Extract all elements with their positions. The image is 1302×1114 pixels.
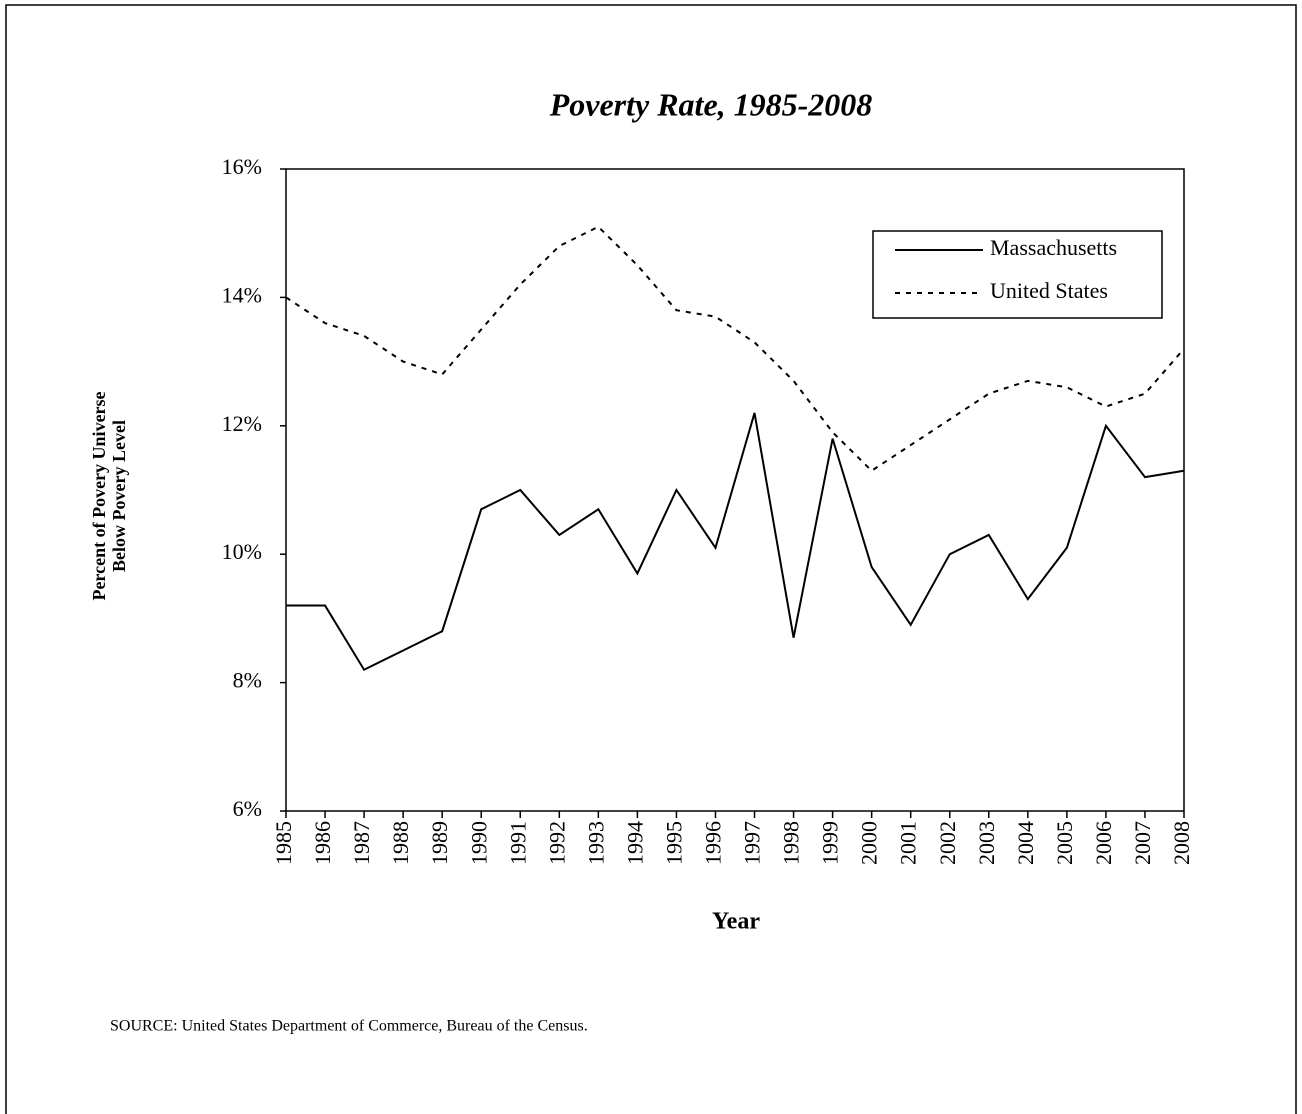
y-axis-title: Percent of Povery Universe Below Povery … (89, 391, 129, 600)
x-tick-label: 1994 (622, 821, 647, 865)
x-tick-label: 1986 (310, 821, 335, 865)
y-axis-title-line: Percent of Povery Universe (89, 391, 109, 600)
x-tick-label: 1998 (779, 821, 804, 865)
legend-label: United States (990, 278, 1108, 303)
x-tick-label: 2004 (1013, 821, 1038, 865)
y-tick-label: 12% (222, 411, 262, 436)
y-axis-title-line: Below Povery Level (109, 420, 129, 572)
x-tick-label: 2003 (974, 821, 999, 865)
x-tick-label: 1993 (583, 821, 608, 865)
chart-title: Poverty Rate, 1985-2008 (549, 86, 873, 122)
x-tick-label: 2002 (935, 821, 960, 865)
x-tick-label: 1996 (701, 821, 726, 865)
y-tick-label: 14% (222, 282, 262, 307)
y-tick-label: 16% (222, 154, 262, 179)
x-tick-label: 1989 (427, 821, 452, 865)
x-tick-label: 1991 (505, 821, 530, 865)
x-tick-label: 1995 (661, 821, 686, 865)
x-tick-label: 2006 (1091, 821, 1116, 865)
plot-frame (285, 168, 1185, 812)
source-note: SOURCE: United States Department of Comm… (110, 1018, 588, 1035)
page-border (5, 4, 1297, 1114)
series-line (286, 412, 1185, 672)
legend-box (872, 230, 1163, 319)
x-tick-label: 1990 (466, 821, 491, 865)
legend-label: Massachusetts (990, 235, 1117, 260)
y-tick-label: 10% (222, 539, 262, 564)
x-tick-label: 2007 (1130, 821, 1155, 865)
x-axis-title: Year (712, 909, 760, 935)
x-tick-label: 1999 (818, 821, 843, 865)
x-tick-label: 1988 (388, 821, 413, 865)
x-tick-label: 1997 (740, 821, 765, 865)
x-tick-label: 2001 (896, 821, 921, 865)
x-tick-label: 1985 (271, 821, 296, 865)
y-tick-label: 8% (233, 668, 262, 693)
y-tick-label: 6% (233, 796, 262, 821)
x-tick-label: 1992 (544, 821, 569, 865)
x-tick-label: 2008 (1169, 821, 1194, 865)
x-tick-label: 2005 (1052, 821, 1077, 865)
series-line (285, 225, 1185, 473)
x-tick-label: 2000 (857, 821, 882, 865)
x-tick-label: 1987 (349, 821, 374, 865)
